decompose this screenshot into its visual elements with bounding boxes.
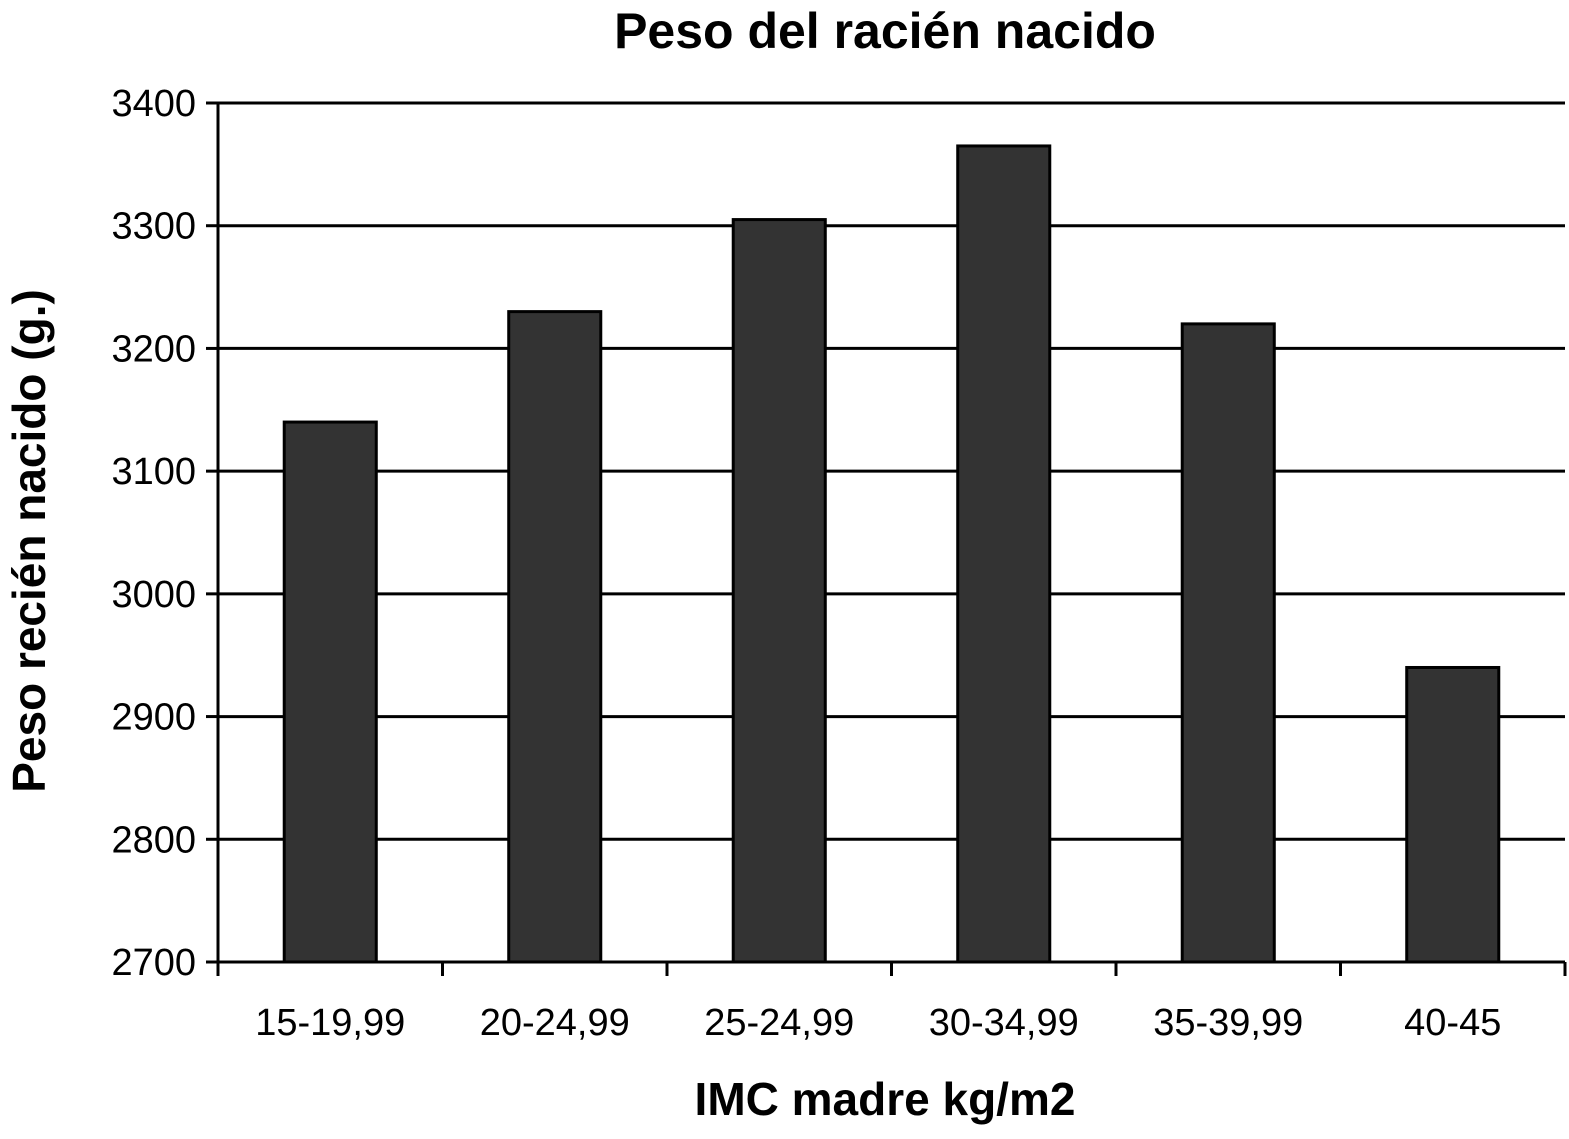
x-axis-title: IMC madre kg/m2: [695, 1073, 1076, 1125]
x-tick-labels: 15-19,99 20-24,99 25-24,99 30-34,99 35-39,99…: [255, 1002, 1501, 1044]
y-tick-labels: 2700 2800 2900 3000 3100 3200 3300 3400: [111, 83, 196, 984]
chart-title: Peso del racién nacido: [614, 3, 1156, 59]
y-axis-title: Peso recién nacido (g.): [3, 289, 55, 793]
y-tick-label-3000: 3000: [111, 574, 196, 616]
gridlines: [218, 101, 1565, 841]
x-tick-label-35-39,99: 35-39,99: [1153, 1002, 1303, 1044]
bar-20-24,99: [507, 310, 603, 964]
bar-25-24,99: [731, 218, 827, 964]
x-tick-label-25-24,99: 25-24,99: [704, 1002, 854, 1044]
y-tick-label-2900: 2900: [111, 697, 196, 739]
x-tick-label-30-34,99: 30-34,99: [929, 1002, 1079, 1044]
x-tick-label-15-19,99: 15-19,99: [255, 1002, 405, 1044]
y-tick-label-3100: 3100: [111, 451, 196, 493]
bar-15-19,99: [282, 420, 378, 964]
bar-40-45: [1405, 665, 1501, 964]
bar-35-39,99: [1180, 322, 1276, 964]
bar-30-34,99: [956, 144, 1052, 964]
y-tick-label-3400: 3400: [111, 83, 196, 125]
y-tick-label-3200: 3200: [111, 328, 196, 370]
y-tick-label-2700: 2700: [111, 942, 196, 984]
y-tick-label-2800: 2800: [111, 819, 196, 861]
y-tick-label-3300: 3300: [111, 206, 196, 248]
axes: [206, 101, 1567, 976]
x-tick-label-20-24,99: 20-24,99: [480, 1002, 630, 1044]
x-tick-label-40-45: 40-45: [1404, 1002, 1501, 1044]
bars: [282, 144, 1501, 964]
